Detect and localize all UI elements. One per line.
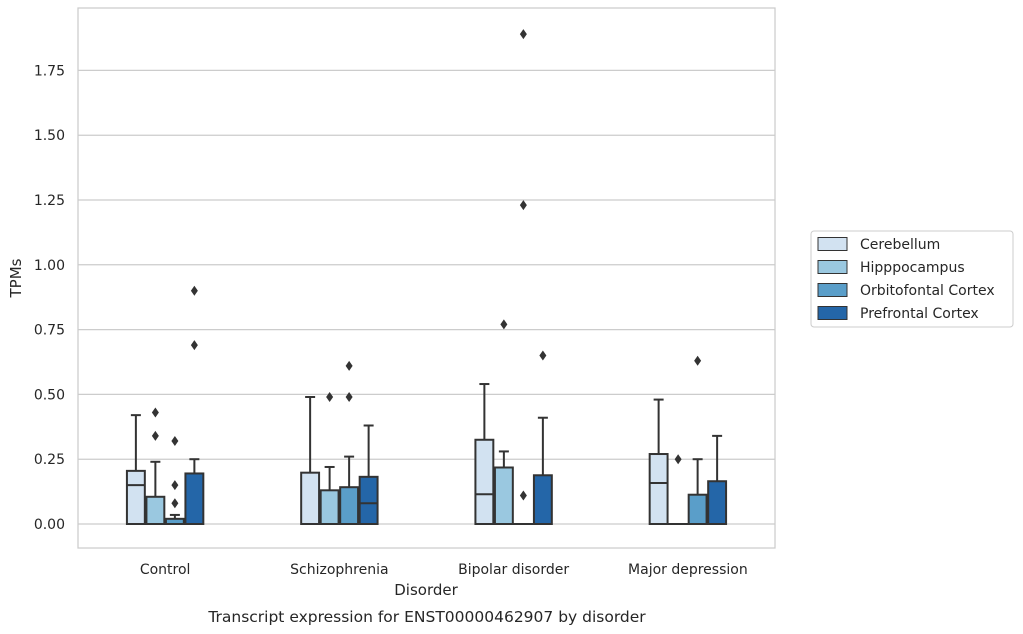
box-plot [319, 391, 340, 525]
box-plot [648, 398, 669, 525]
y-tick-label: 0.00 [34, 517, 65, 533]
box-plot [513, 29, 534, 526]
legend-swatch [817, 283, 848, 297]
box-plot [668, 454, 689, 526]
box-plots [125, 29, 728, 526]
box [125, 469, 146, 526]
outlier-point [345, 391, 353, 402]
box [145, 495, 166, 525]
outlier-point [694, 355, 702, 366]
y-tick-label: 1.00 [34, 258, 65, 274]
box-plot [707, 434, 728, 525]
y-tick-label: 1.75 [34, 63, 65, 79]
outlier-point [151, 407, 159, 418]
x-tick-labels: Control Schizophrenia Bipolar disorder Majo… [140, 562, 748, 578]
box [339, 486, 360, 526]
y-tick-label: 0.50 [34, 387, 65, 403]
y-tick-label: 0.75 [34, 323, 65, 339]
box-plot [493, 319, 514, 525]
x-tick-label: Bipolar disorder [458, 562, 569, 578]
outlier-point [171, 498, 179, 509]
box-plot [339, 360, 360, 526]
box [164, 517, 185, 525]
outlier-point [519, 200, 527, 211]
box-plot [532, 350, 553, 525]
outlier-point [171, 480, 179, 491]
x-tick-label: Schizophrenia [290, 562, 388, 578]
outlier-point [519, 29, 527, 40]
box-plot [687, 355, 708, 525]
box-plot [300, 395, 321, 526]
outlier-point [674, 454, 682, 465]
box-plot [358, 424, 379, 525]
y-tick-label: 0.25 [34, 452, 65, 468]
legend-label: Prefrontal Cortex [860, 306, 979, 322]
legend-swatch [817, 260, 848, 274]
x-tick-label: Control [140, 562, 191, 578]
outlier-point [519, 490, 527, 501]
legend-label: Cerebellum [860, 237, 940, 253]
legend: Cerebellum Hipppocampus Orbitofontal Corte… [810, 230, 1014, 328]
box [648, 453, 669, 525]
outlier-point [539, 350, 547, 361]
box [300, 471, 321, 526]
box [319, 489, 340, 525]
y-tick-label: 1.25 [34, 193, 65, 209]
box [707, 480, 728, 525]
box-plot [474, 383, 495, 526]
box-plot [145, 407, 166, 525]
outlier-point [190, 285, 198, 296]
y-axis-title: TPMs [7, 258, 25, 298]
outlier-point [171, 436, 179, 447]
legend-label: Hipppocampus [860, 260, 965, 276]
outlier-point [151, 430, 159, 441]
box-plot [125, 414, 146, 526]
box [532, 474, 553, 525]
x-tick-label: Major depression [628, 562, 748, 578]
legend-label: Orbitofontal Cortex [860, 283, 995, 299]
y-tick-labels: 0.00 0.25 0.50 0.75 1.00 1.25 1.50 1.75 [34, 63, 65, 533]
box [687, 493, 708, 525]
box [493, 466, 514, 525]
outlier-point [500, 319, 508, 330]
legend-swatch [817, 237, 848, 251]
box [184, 472, 205, 525]
outlier-point [326, 391, 334, 402]
box-plot [164, 436, 185, 525]
box-plot [184, 285, 205, 525]
plot-frame [77, 7, 776, 549]
x-axis-title: Disorder [394, 581, 458, 599]
legend-frame [810, 230, 1014, 328]
y-tick-label: 1.50 [34, 128, 65, 144]
box [358, 475, 379, 525]
box [474, 438, 495, 526]
plot-area [78, 8, 775, 548]
outlier-point [190, 340, 198, 351]
legend-swatch [817, 306, 848, 320]
outlier-point [345, 360, 353, 371]
chart-caption: Transcript expression for ENST0000046290… [207, 608, 646, 626]
